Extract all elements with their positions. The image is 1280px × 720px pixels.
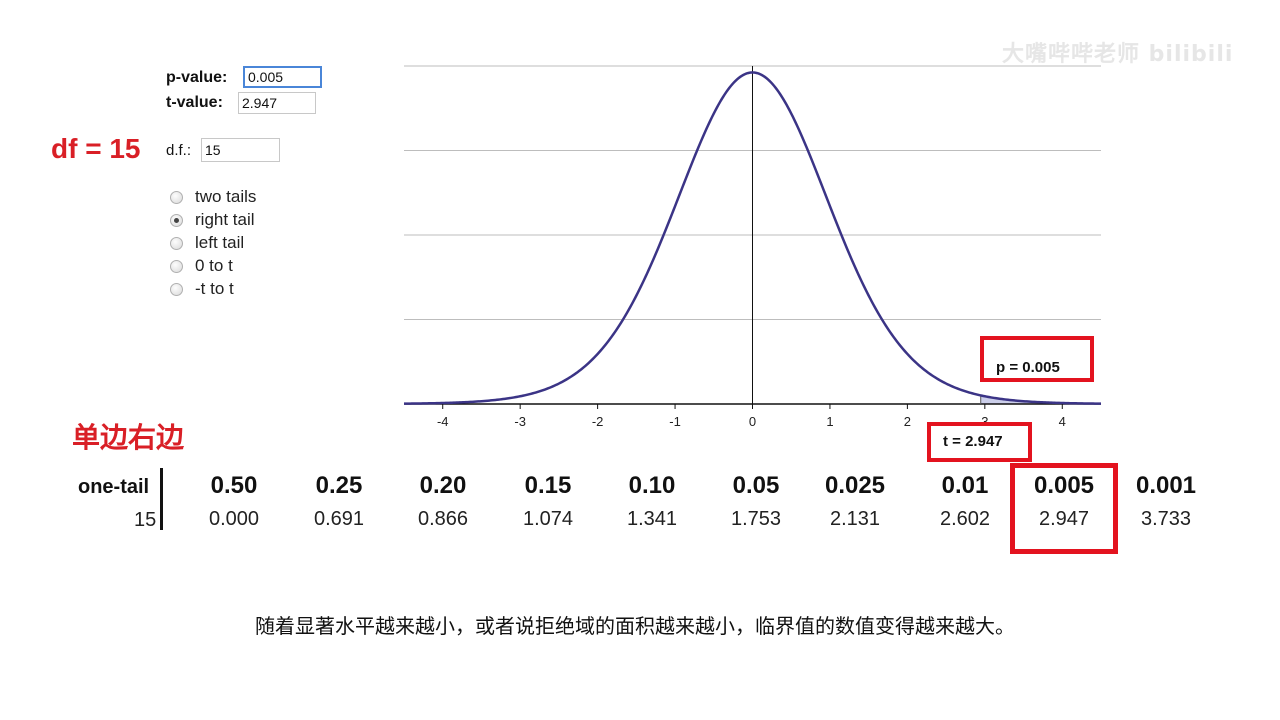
df-annotation: df = 15 (51, 133, 141, 164)
t-callout-text: t = 2.947 (943, 433, 1003, 450)
table-column-header: 0.15 (524, 472, 572, 499)
x-tick-label: 4 (1059, 414, 1066, 429)
caption: 随着显著水平越来越小，或者说拒绝域的面积越来越小，临界值的数值变得越来越大。 (255, 614, 1015, 638)
df-input[interactable] (201, 138, 280, 162)
radio-button[interactable] (170, 213, 183, 227)
table-column-header: 0.50 (210, 472, 258, 499)
x-tick-label: 3 (981, 414, 988, 429)
table-column-header: 0.025 (824, 472, 886, 499)
x-tick-label: -2 (592, 414, 604, 429)
t-distribution-chart: -4 -3 -2 -1 0 1 2 3 4 (403, 65, 1102, 429)
x-tick-label: -4 (437, 414, 449, 429)
radio-button[interactable] (170, 259, 183, 273)
df-label: d.f.: (166, 142, 192, 159)
table-column-header: 0.01 (941, 472, 989, 499)
p-callout-box (980, 336, 1094, 382)
radio-button[interactable] (170, 190, 183, 204)
radio-label: two tails (195, 187, 257, 206)
table-column-header: 0.20 (419, 472, 467, 499)
heading-single-right: 单边右边 (72, 421, 185, 454)
table-column-header: 0.001 (1135, 472, 1197, 499)
tail-option-2[interactable]: left tail (170, 232, 244, 254)
x-tick-label: 1 (826, 414, 833, 429)
radio-label: left tail (195, 233, 245, 252)
table-cell-value: 2.602 (939, 508, 991, 530)
table-column-header: 0.005 (1033, 472, 1095, 499)
table-column-header: 0.05 (732, 472, 780, 499)
tail-option-0[interactable]: two tails (170, 186, 256, 208)
table-divider (160, 468, 163, 530)
x-tick-label: 2 (904, 414, 911, 429)
watermark: 大嘴哔哔老师 bilibili (1002, 42, 1234, 67)
table-cell-value: 0.691 (313, 508, 365, 530)
t-value-label: t-value: (166, 94, 223, 111)
table-highlight-box (1010, 463, 1118, 554)
x-tick-label: -1 (669, 414, 681, 429)
table-row-header: one-tail (78, 476, 150, 498)
x-tick-label: -3 (514, 414, 526, 429)
table-cell-value: 2.947 (1038, 508, 1090, 530)
p-value-input[interactable] (243, 66, 322, 88)
table-column-header: 0.10 (628, 472, 676, 499)
p-callout-text: p = 0.005 (996, 359, 1060, 376)
table-cell-value: 2.131 (829, 508, 881, 530)
radio-label: right tail (195, 210, 255, 229)
x-tick-label: 0 (749, 414, 756, 429)
tail-option-4[interactable]: -t to t (170, 278, 234, 300)
table-cell-value: 0.000 (208, 508, 260, 530)
series-line-t-density (403, 71, 1102, 405)
radio-label: -t to t (195, 279, 234, 298)
table-cell-value: 1.753 (730, 508, 782, 530)
tail-option-3[interactable]: 0 to t (170, 255, 233, 277)
table-cell-value: 3.733 (1140, 508, 1192, 530)
table-column-header: 0.25 (315, 472, 363, 499)
table-cell-value: 1.074 (522, 508, 574, 530)
shaded-tail-area (980, 395, 1101, 404)
t-callout-box (927, 422, 1032, 462)
radio-label: 0 to t (195, 256, 233, 275)
p-value-label: p-value: (166, 69, 228, 86)
radio-button[interactable] (170, 236, 183, 250)
tail-option-1[interactable]: right tail (170, 209, 255, 231)
t-value-input[interactable] (238, 92, 316, 114)
table-cell-value: 0.866 (417, 508, 469, 530)
table-row-label: 15 (134, 509, 157, 531)
table-cell-value: 1.341 (626, 508, 678, 530)
radio-button[interactable] (170, 282, 183, 296)
